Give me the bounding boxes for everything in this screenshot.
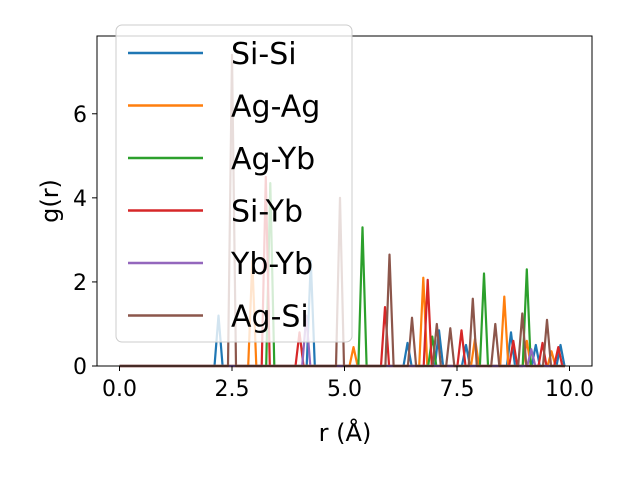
- legend-label: Ag-Si: [231, 300, 309, 335]
- x-axis: 0.0 2.5 5.0 7.5 10.0: [102, 366, 594, 402]
- legend: Si-Si Ag-Ag Ag-Yb Si-Yb Yb-Yb Ag-Si: [115, 24, 353, 343]
- legend-label: Si-Si: [231, 37, 297, 72]
- x-tick-label: 10.0: [545, 377, 594, 402]
- legend-label: Yb-Yb: [230, 247, 313, 282]
- y-axis: 0 2 4 6: [73, 103, 97, 380]
- y-tick-label: 0: [73, 355, 87, 380]
- x-tick-label: 2.5: [215, 377, 250, 402]
- y-tick-label: 6: [73, 103, 87, 128]
- legend-label: Ag-Yb: [231, 142, 315, 177]
- legend-label: Ag-Ag: [231, 90, 320, 125]
- y-tick-label: 4: [73, 187, 87, 212]
- x-axis-label: r (Å): [319, 418, 372, 447]
- legend-box: [115, 24, 353, 343]
- x-tick-label: 5.0: [327, 377, 362, 402]
- x-tick-label: 7.5: [440, 377, 475, 402]
- y-axis-label: g(r): [36, 179, 64, 223]
- y-tick-label: 2: [73, 271, 87, 296]
- x-tick-label: 0.0: [102, 377, 137, 402]
- legend-label: Si-Yb: [231, 195, 303, 230]
